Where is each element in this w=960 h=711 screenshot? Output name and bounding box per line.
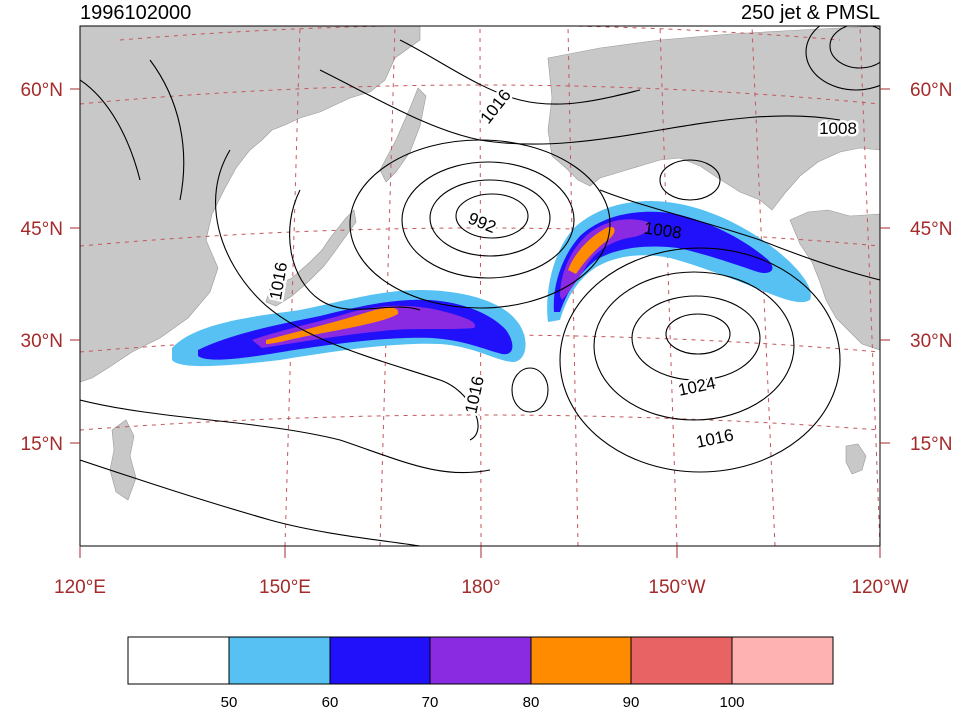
colorbar-label-80: 80: [522, 694, 540, 711]
contour-low-1000: [401, 161, 575, 279]
contour-low-996: [429, 179, 551, 257]
lat-label-right-45n: 45°N: [910, 219, 952, 240]
contour-1012-west: [215, 149, 479, 441]
land-philippines: [109, 419, 137, 501]
axis-ticks: [70, 88, 890, 558]
contour-1008-east: [599, 189, 880, 281]
lon-label-180: 180°: [461, 577, 500, 598]
contour-south-1012: [80, 459, 421, 546]
contour-cell-2: [511, 367, 549, 413]
meridian-135w: [751, 26, 776, 546]
meridian-150e: [284, 26, 301, 546]
contour-high-1020: [593, 271, 795, 421]
jet-eastern-80: [568, 226, 615, 274]
plot-title: 250 jet & PMSL: [741, 2, 880, 24]
parallel-75n: [119, 26, 841, 41]
lon-label-120e: 120°E: [54, 577, 106, 598]
contour-1016-north: [399, 39, 641, 105]
colorbar-box-80-90: [530, 636, 632, 685]
colorbar-box-below-50: [127, 636, 230, 685]
contour-high-1024: [631, 295, 761, 381]
meridian-180: [479, 26, 482, 546]
colorbar-box-90-100: [630, 636, 733, 685]
contour-low-alaska-2: [805, 26, 880, 91]
land-masses: [80, 26, 880, 501]
contour-low-alaska: [829, 26, 880, 69]
colorbar-box-50-60: [228, 636, 331, 685]
land-alaska: [547, 26, 880, 211]
jet-western-80: [266, 307, 399, 344]
contour-south-1016: [80, 399, 491, 474]
lat-label-left-45n: 45°N: [21, 219, 63, 240]
lat-label-left-60n: 60°N: [21, 80, 63, 101]
meridian-165e: [379, 26, 396, 546]
contour-label-1008-alaska: 1008: [819, 119, 857, 138]
contour-label-1016-south: 1016: [694, 425, 735, 451]
contour-far-west-1: [80, 79, 141, 181]
longitude-labels: 120°E 150°E 180° 150°W 120°W: [54, 577, 909, 598]
pmsl-contours: [80, 26, 880, 546]
land-north-america-coast: [789, 209, 880, 351]
colorbar-label-90: 90: [622, 694, 640, 711]
parallel-60n: [80, 84, 880, 105]
colorbar-box-60-70: [329, 636, 431, 685]
plot-frame: [79, 25, 881, 547]
lon-label-150e: 150°E: [259, 577, 311, 598]
lat-label-right-15n: 15°N: [910, 434, 952, 455]
meridian-165w: [567, 26, 579, 546]
lat-label-right-30n: 30°N: [910, 331, 952, 352]
map-area: 1016 1016 992 1008 1008 1016 1024 1016: [80, 26, 880, 546]
colorbar-label-100: 100: [719, 694, 745, 711]
lat-label-left-30n: 30°N: [21, 331, 63, 352]
colorbar-label-70: 70: [421, 694, 439, 711]
colorbar-label-60: 60: [321, 694, 339, 711]
parallel-30n: [80, 334, 880, 353]
jet-eastern-70: [560, 219, 651, 300]
meridian-120w: [859, 26, 880, 546]
latitude-labels: 15°N 30°N 45°N 60°N 15°N 30°N 45°N 60°N: [21, 80, 953, 455]
meridian-150w: [659, 26, 678, 546]
land-japan: [265, 209, 357, 307]
colorbar-box-above-100: [731, 636, 834, 685]
graticule: [80, 26, 880, 546]
jet-western: [172, 290, 526, 367]
lat-label-right-60n: 60°N: [910, 80, 952, 101]
colorbar-box-70-80: [429, 636, 532, 685]
date-title: 1996102000: [80, 2, 192, 24]
land-asia: [80, 26, 421, 383]
land-hawaii: [845, 443, 867, 475]
contour-low-992-inner: [455, 193, 529, 239]
jet-western-70: [252, 305, 476, 348]
contour-1012-north: [319, 69, 841, 145]
contour-high-1028: [665, 313, 731, 355]
contour-far-west-2: [149, 59, 185, 201]
lon-label-150w: 150°W: [648, 577, 705, 598]
contour-1016-west: [289, 189, 421, 311]
contour-high-1016: [559, 247, 841, 473]
parallel-15n: [80, 414, 880, 431]
lon-label-120w: 120°W: [851, 577, 908, 598]
colorbar-label-50: 50: [220, 694, 238, 711]
parallel-45n: [80, 227, 880, 247]
lat-label-left-15n: 15°N: [21, 434, 63, 455]
colorbar: [127, 636, 834, 685]
contour-cell-1: [659, 159, 721, 201]
